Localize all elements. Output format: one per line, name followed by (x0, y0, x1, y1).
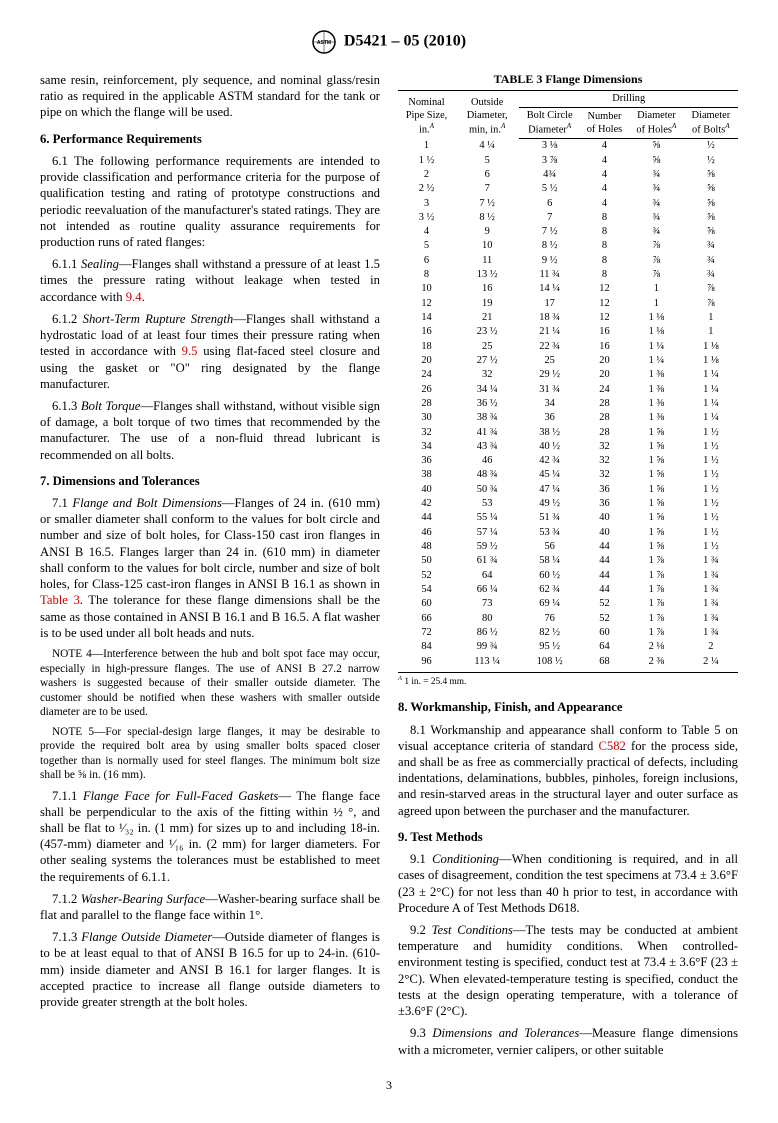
table-row: 5061 ¾58 ¼441 ⅞1 ¾ (398, 554, 738, 568)
intro-para: same resin, reinforcement, ply sequence,… (40, 72, 380, 121)
table-row: 264¾4¾⅝ (398, 167, 738, 181)
table-row: 101614 ¼121⅞ (398, 282, 738, 296)
table-row: 364642 ¾321 ⅝1 ½ (398, 454, 738, 468)
doc-number: D5421 – 05 (2010) (344, 33, 466, 50)
table-row: 3848 ¾45 ¼321 ⅝1 ½ (398, 468, 738, 482)
section-7-title: 7. Dimensions and Tolerances (40, 473, 380, 489)
table-row: 607369 ¼521 ⅞1 ¾ (398, 597, 738, 611)
table-row: 2027 ½25201 ¼1 ⅛ (398, 353, 738, 367)
table-row: 8499 ¾95 ½642 ⅛2 (398, 640, 738, 654)
section-9-title: 9. Test Methods (398, 829, 738, 845)
table-row: 4657 ¼53 ¾401 ⅝1 ½ (398, 525, 738, 539)
ref-9-5[interactable]: 9.5 (182, 344, 198, 358)
table-row: 2836 ½34281 ⅜1 ¼ (398, 396, 738, 410)
right-column: TABLE 3 Flange Dimensions Nominal Pipe S… (398, 72, 738, 1064)
ref-9-4[interactable]: 9.4 (126, 290, 142, 304)
table-row: 96113 ¼108 ½682 ⅜2 ¼ (398, 654, 738, 668)
doc-header: ASTM D5421 – 05 (2010) (40, 30, 738, 54)
note-4: NOTE 4—Interference between the hub and … (40, 647, 380, 720)
ref-c582[interactable]: C582 (598, 739, 625, 753)
para-7-1-2: 7.1.2 Washer-Bearing Surface—Washer-bear… (40, 891, 380, 923)
section-6-title: 6. Performance Requirements (40, 131, 380, 147)
table-row: 668076521 ⅞1 ¾ (398, 611, 738, 625)
table-row: 7286 ½82 ½601 ⅞1 ¾ (398, 625, 738, 639)
table-row: 813 ½11 ¾8⅞¾ (398, 268, 738, 282)
table-3: Nominal Pipe Size, in.AOutside Diameter,… (398, 90, 738, 668)
table-row: 3 ½8 ½78¾⅝ (398, 210, 738, 224)
para-9-1: 9.1 Conditioning—When conditioning is re… (398, 851, 738, 916)
table-row: 4455 ¼51 ¾401 ⅝1 ½ (398, 511, 738, 525)
para-6-1: 6.1 The following performance requiremen… (40, 153, 380, 250)
para-9-3: 9.3 Dimensions and Tolerances—Measure fl… (398, 1025, 738, 1057)
table-row: 2634 ¼31 ¾241 ⅜1 ¼ (398, 382, 738, 396)
table-row: 182522 ¾161 ¼1 ⅛ (398, 339, 738, 353)
table-row: 3038 ¾36281 ⅜1 ¼ (398, 411, 738, 425)
table-row: 6119 ½8⅞¾ (398, 253, 738, 267)
left-column: same resin, reinforcement, ply sequence,… (40, 72, 380, 1064)
note-5: NOTE 5—For special-design large flanges,… (40, 725, 380, 783)
para-6-1-2: 6.1.2 Short-Term Rupture Strength—Flange… (40, 311, 380, 392)
para-6-1-1: 6.1.1 Sealing—Flanges shall withstand a … (40, 256, 380, 305)
table-row: 2 ½75 ½4¾⅝ (398, 182, 738, 196)
table-row: 37 ½64¾⅝ (398, 196, 738, 210)
table-row: 4859 ½56441 ⅝1 ½ (398, 540, 738, 554)
section-8-title: 8. Workmanship, Finish, and Appearance (398, 699, 738, 715)
table-row: 425349 ½361 ⅝1 ½ (398, 497, 738, 511)
para-7-1: 7.1 Flange and Bolt Dimensions—Flanges o… (40, 495, 380, 641)
para-7-1-1: 7.1.1 Flange Face for Full-Faced Gaskets… (40, 788, 380, 885)
para-9-2: 9.2 Test Conditions—The tests may be con… (398, 922, 738, 1019)
table-row: 3443 ¾40 ½321 ⅝1 ½ (398, 439, 738, 453)
table-3-title: TABLE 3 Flange Dimensions (398, 72, 738, 87)
para-8-1: 8.1 Workmanship and appearance shall con… (398, 722, 738, 819)
table-row: 497 ½8¾⅝ (398, 225, 738, 239)
astm-logo-icon: ASTM (312, 30, 336, 54)
table-row: 121917121⅞ (398, 296, 738, 310)
table-row: 1 ½53 ⅞4⅝½ (398, 153, 738, 167)
ref-table-3[interactable]: Table 3 (40, 593, 80, 607)
table-row: 243229 ½201 ⅜1 ¼ (398, 368, 738, 382)
table-row: 14 ¼3 ⅛4⅝½ (398, 138, 738, 153)
table-row: 526460 ½441 ⅞1 ¾ (398, 568, 738, 582)
table-row: 4050 ¾47 ¼361 ⅝1 ½ (398, 482, 738, 496)
para-7-1-3: 7.1.3 Flange Outside Diameter—Outside di… (40, 929, 380, 1010)
table-row: 1623 ½21 ¼161 ⅛1 (398, 325, 738, 339)
table-footnote: A 1 in. = 25.4 mm. (398, 672, 738, 689)
table-row: 142118 ¾121 ⅛1 (398, 311, 738, 325)
table-row: 3241 ¾38 ½281 ⅝1 ½ (398, 425, 738, 439)
page-number: 3 (40, 1078, 738, 1093)
para-6-1-3: 6.1.3 Bolt Torque—Flanges shall withstan… (40, 398, 380, 463)
table-row: 5466 ¼62 ¾441 ⅞1 ¾ (398, 582, 738, 596)
table-row: 5108 ½8⅞¾ (398, 239, 738, 253)
